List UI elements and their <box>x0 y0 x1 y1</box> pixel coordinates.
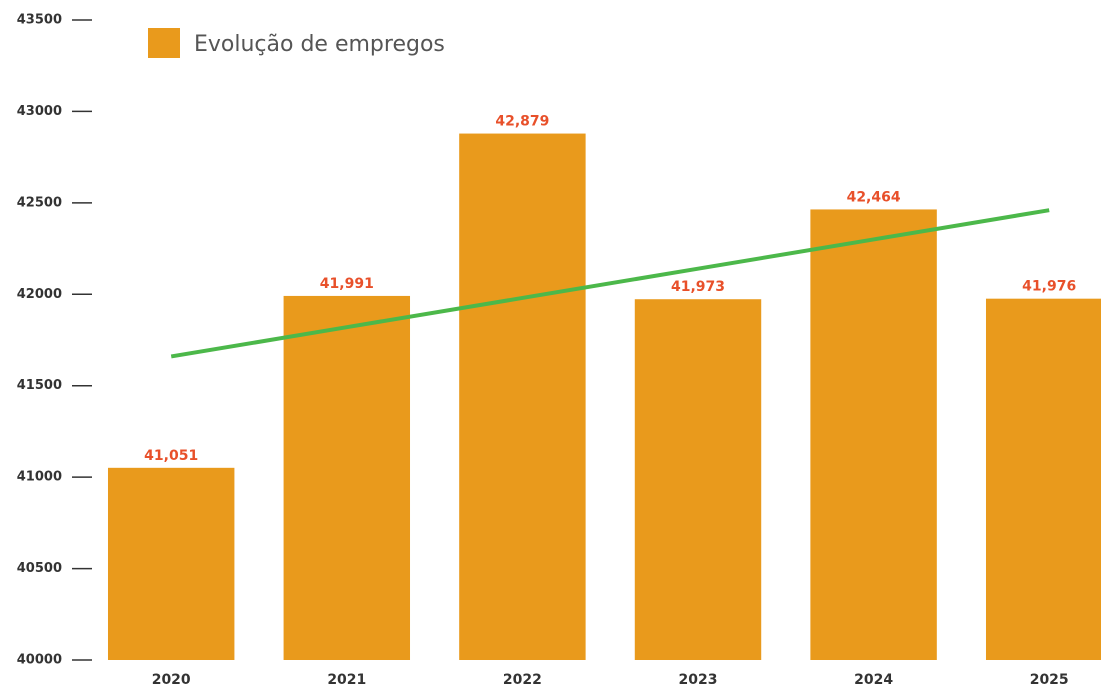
bar <box>107 467 235 660</box>
x-tick-label: 2022 <box>503 672 542 686</box>
trend-line <box>170 208 1050 359</box>
value-label: 42,464 <box>847 189 901 205</box>
y-tick-label: 42500 <box>17 195 62 210</box>
x-tick-label: 2020 <box>152 672 191 686</box>
y-tick-label: 41000 <box>17 470 62 485</box>
bar <box>985 298 1101 660</box>
bar <box>634 299 762 660</box>
legend-swatch <box>148 28 180 58</box>
x-tick-label: 2023 <box>679 672 718 686</box>
value-label: 42,879 <box>495 114 549 130</box>
value-label: 41,051 <box>144 448 198 464</box>
x-tick-label: 2024 <box>854 672 893 686</box>
y-tick-label: 41500 <box>17 378 62 393</box>
legend-label: Evolução de empregos <box>194 32 445 57</box>
y-tick-label: 43000 <box>17 104 62 119</box>
bar <box>810 209 937 660</box>
value-label: 41,991 <box>320 276 374 292</box>
bar <box>283 295 411 660</box>
x-tick-label: 2021 <box>327 672 366 686</box>
y-tick-label: 43500 <box>17 13 62 28</box>
bar <box>459 133 586 660</box>
y-tick-label: 42000 <box>17 287 62 302</box>
value-label: 41,973 <box>671 279 725 295</box>
x-tick-label: 2025 <box>1030 672 1069 686</box>
y-tick-label: 40000 <box>17 653 62 668</box>
value-label: 41,976 <box>1022 279 1076 295</box>
y-tick-label: 40500 <box>17 561 62 576</box>
